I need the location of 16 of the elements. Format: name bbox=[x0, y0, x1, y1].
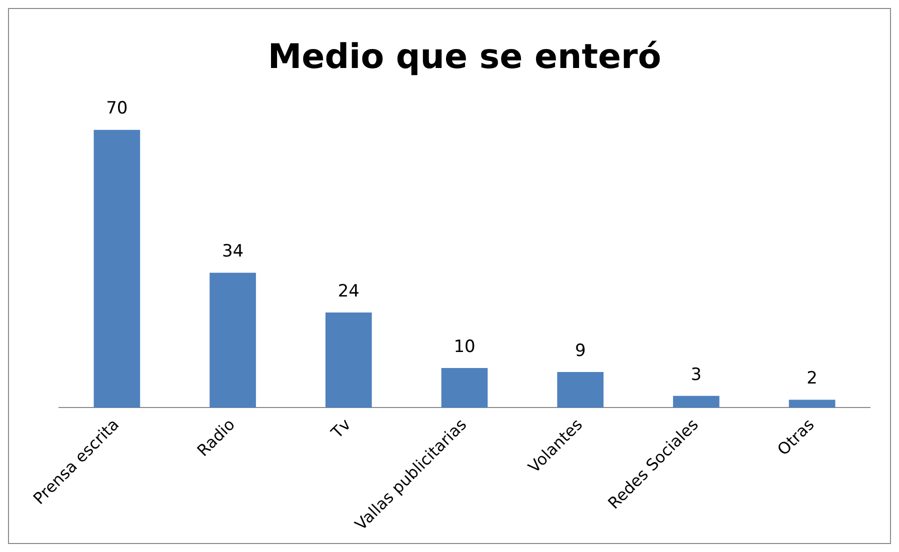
bar bbox=[441, 368, 488, 408]
data-label: 34 bbox=[222, 242, 244, 262]
data-label: 70 bbox=[106, 98, 128, 119]
chart-title: Medio que se enteró bbox=[268, 37, 662, 78]
data-label: 9 bbox=[574, 340, 586, 361]
bar bbox=[94, 130, 140, 408]
data-label: 10 bbox=[454, 336, 476, 357]
bar bbox=[788, 400, 836, 408]
bar bbox=[557, 372, 604, 408]
bar bbox=[325, 312, 372, 408]
bar bbox=[210, 272, 256, 408]
bar bbox=[673, 396, 720, 408]
x-tick-label: Tv bbox=[326, 414, 354, 443]
data-label: 3 bbox=[690, 364, 702, 385]
data-label: 24 bbox=[338, 281, 360, 302]
data-label: 2 bbox=[806, 368, 818, 389]
